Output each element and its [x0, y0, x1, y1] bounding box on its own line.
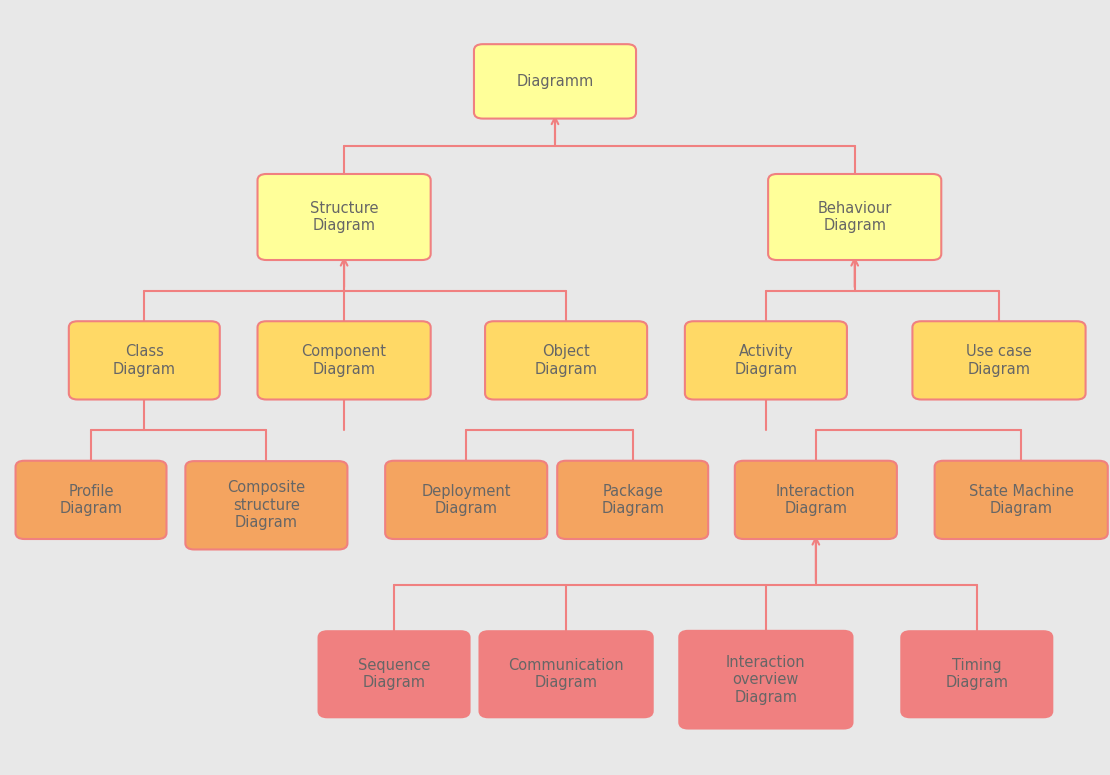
FancyBboxPatch shape [557, 460, 708, 539]
Text: Use case
Diagram: Use case Diagram [966, 344, 1032, 377]
Text: Timing
Diagram: Timing Diagram [946, 658, 1008, 691]
Text: Component
Diagram: Component Diagram [302, 344, 386, 377]
FancyBboxPatch shape [474, 44, 636, 119]
FancyBboxPatch shape [912, 321, 1086, 400]
Text: Behaviour
Diagram: Behaviour Diagram [817, 201, 892, 233]
FancyBboxPatch shape [679, 631, 852, 728]
FancyBboxPatch shape [385, 460, 547, 539]
Text: Activity
Diagram: Activity Diagram [735, 344, 797, 377]
Text: Profile
Diagram: Profile Diagram [60, 484, 122, 516]
FancyBboxPatch shape [319, 631, 470, 718]
Text: Sequence
Diagram: Sequence Diagram [357, 658, 431, 691]
Text: State Machine
Diagram: State Machine Diagram [969, 484, 1073, 516]
Text: Structure
Diagram: Structure Diagram [310, 201, 379, 233]
Text: Interaction
overview
Diagram: Interaction overview Diagram [726, 655, 806, 704]
FancyBboxPatch shape [685, 321, 847, 400]
Text: Class
Diagram: Class Diagram [113, 344, 175, 377]
FancyBboxPatch shape [258, 321, 431, 400]
Text: Deployment
Diagram: Deployment Diagram [422, 484, 511, 516]
FancyBboxPatch shape [185, 461, 347, 549]
Text: Diagramm: Diagramm [516, 74, 594, 89]
Text: Object
Diagram: Object Diagram [535, 344, 597, 377]
FancyBboxPatch shape [485, 321, 647, 400]
Text: Package
Diagram: Package Diagram [602, 484, 664, 516]
FancyBboxPatch shape [735, 460, 897, 539]
FancyBboxPatch shape [901, 631, 1052, 718]
FancyBboxPatch shape [768, 174, 941, 260]
FancyBboxPatch shape [480, 631, 653, 718]
FancyBboxPatch shape [16, 460, 166, 539]
FancyBboxPatch shape [258, 174, 431, 260]
Text: Interaction
Diagram: Interaction Diagram [776, 484, 856, 516]
Text: Composite
structure
Diagram: Composite structure Diagram [228, 480, 305, 530]
Text: Communication
Diagram: Communication Diagram [508, 658, 624, 691]
FancyBboxPatch shape [69, 321, 220, 400]
FancyBboxPatch shape [935, 460, 1108, 539]
